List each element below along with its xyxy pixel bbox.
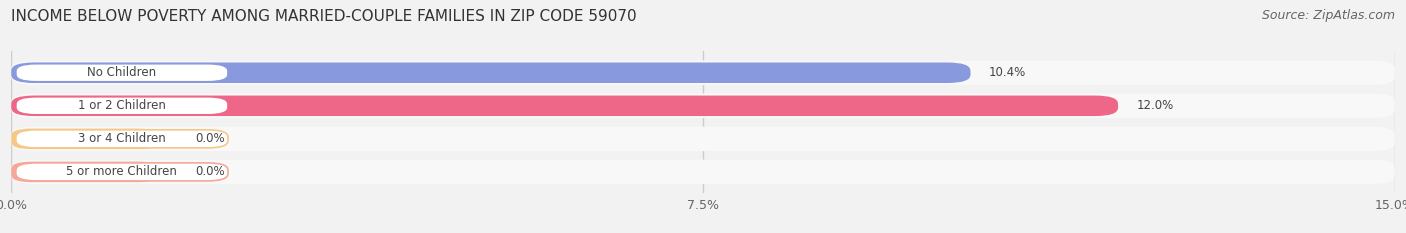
Text: 1 or 2 Children: 1 or 2 Children	[77, 99, 166, 112]
FancyBboxPatch shape	[11, 160, 1395, 184]
FancyBboxPatch shape	[11, 62, 970, 83]
FancyBboxPatch shape	[15, 64, 228, 82]
FancyBboxPatch shape	[15, 97, 228, 115]
Text: 0.0%: 0.0%	[195, 165, 225, 178]
FancyBboxPatch shape	[11, 162, 159, 182]
Text: 12.0%: 12.0%	[1136, 99, 1174, 112]
FancyBboxPatch shape	[11, 96, 1118, 116]
FancyBboxPatch shape	[11, 127, 1395, 151]
Text: 3 or 4 Children: 3 or 4 Children	[79, 132, 166, 145]
FancyBboxPatch shape	[11, 129, 159, 149]
FancyBboxPatch shape	[15, 163, 228, 181]
FancyBboxPatch shape	[11, 61, 1395, 85]
FancyBboxPatch shape	[11, 94, 1395, 118]
Text: 5 or more Children: 5 or more Children	[66, 165, 177, 178]
Text: 10.4%: 10.4%	[988, 66, 1026, 79]
Text: No Children: No Children	[87, 66, 156, 79]
Text: Source: ZipAtlas.com: Source: ZipAtlas.com	[1261, 9, 1395, 22]
Text: 0.0%: 0.0%	[195, 132, 225, 145]
FancyBboxPatch shape	[15, 130, 228, 148]
Text: INCOME BELOW POVERTY AMONG MARRIED-COUPLE FAMILIES IN ZIP CODE 59070: INCOME BELOW POVERTY AMONG MARRIED-COUPL…	[11, 9, 637, 24]
